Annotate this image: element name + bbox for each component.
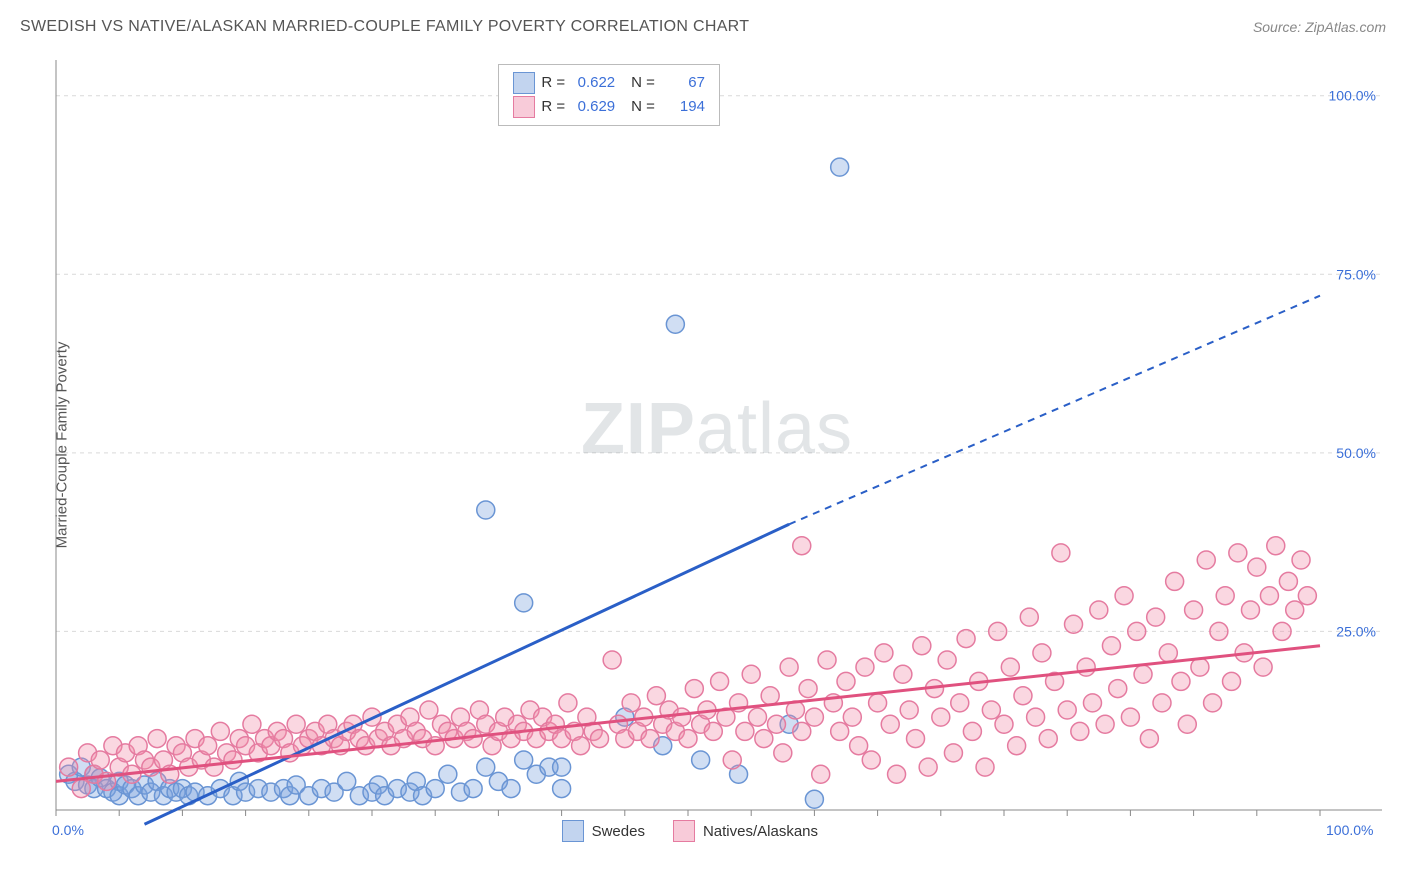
legend-r-value: 0.629 [571, 95, 615, 119]
legend-r-label: R = [541, 71, 565, 95]
legend-swatch [562, 820, 584, 842]
title-bar: SWEDISH VS NATIVE/ALASKAN MARRIED-COUPLE… [20, 18, 1386, 36]
series-label: Swedes [592, 823, 645, 840]
svg-text:75.0%: 75.0% [1336, 266, 1376, 282]
chart-title: SWEDISH VS NATIVE/ALASKAN MARRIED-COUPLE… [20, 18, 749, 36]
legend-row: R = 0.622 N = 67 [513, 71, 705, 95]
legend-r-value: 0.622 [571, 71, 615, 95]
series-label: Natives/Alaskans [703, 823, 818, 840]
series-legend-item: Swedes [562, 820, 645, 842]
y-axis-label: Married-Couple Family Poverty [54, 342, 71, 549]
legend-r-label: R = [541, 95, 565, 119]
legend-row: R = 0.629 N = 194 [513, 95, 705, 119]
scatter-chart: 25.0% 50.0% 75.0% 100.0% [52, 50, 1382, 840]
series-legend-item: Natives/Alaskans [673, 820, 818, 842]
legend-n-value: 194 [661, 95, 705, 119]
legend-swatch [513, 96, 535, 118]
source-label: Source: ZipAtlas.com [1253, 19, 1386, 35]
x-axis-min-label: 0.0% [52, 822, 84, 838]
legend-n-label: N = [631, 71, 655, 95]
x-axis-max-label: 100.0% [1326, 822, 1373, 838]
svg-text:25.0%: 25.0% [1336, 623, 1376, 639]
legend-swatch [513, 72, 535, 94]
svg-text:50.0%: 50.0% [1336, 445, 1376, 461]
svg-text:100.0%: 100.0% [1329, 88, 1376, 104]
legend-n-value: 67 [661, 71, 705, 95]
correlation-legend: R = 0.622 N = 67 R = 0.629 N = 194 [498, 64, 720, 126]
legend-swatch [673, 820, 695, 842]
legend-n-label: N = [631, 95, 655, 119]
plot-area: Married-Couple Family Poverty 25.0% 50.0%… [52, 50, 1382, 840]
series-legend: Swedes Natives/Alaskans [562, 820, 818, 842]
